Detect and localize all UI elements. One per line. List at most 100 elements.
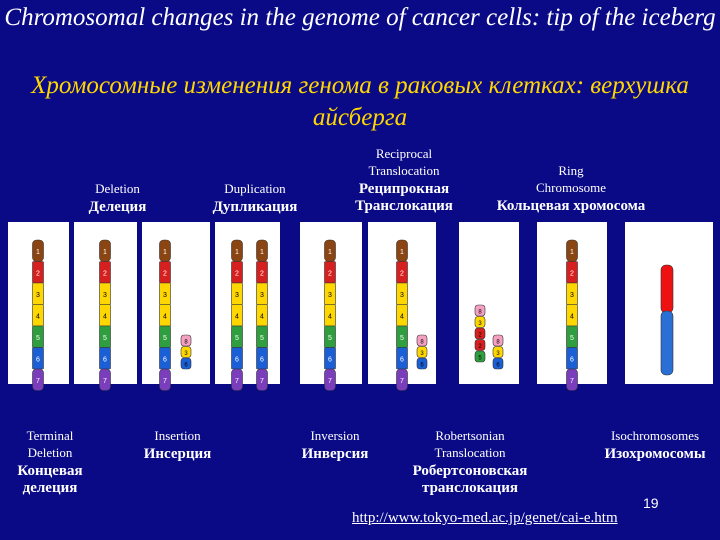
band-number: 1 (36, 249, 40, 256)
source-link[interactable]: http://www.tokyo-med.ac.jp/genet/cai-e.h… (352, 510, 618, 526)
band-number: 3 (400, 292, 404, 299)
band-number: 4 (235, 313, 239, 320)
label-deletion: Deletion Делеция (70, 180, 165, 216)
band-number: 6 (184, 363, 188, 369)
chromosome-band (566, 368, 578, 391)
chromosome-inversion: 1 2 3 4 5 6 7 (324, 239, 336, 391)
band-number: 3 (184, 351, 188, 357)
band-number: 1 (328, 249, 332, 256)
band-number: 3 (36, 292, 40, 299)
band-number: 2 (478, 344, 482, 350)
chromosome-band (416, 346, 428, 358)
isochromosome-arm-red (660, 264, 674, 314)
band-number: 8 (478, 310, 482, 316)
chromosome-terminal-deletion: 1 2 3 4 5 6 7 (32, 239, 44, 391)
label-en: Duplication (224, 181, 286, 196)
label-ru: Инсерция (143, 446, 212, 462)
band-number: 6 (235, 356, 239, 363)
band-number: 4 (36, 313, 40, 320)
chromosome-band (492, 357, 504, 370)
label-ring-chromosome: Ring Chromosome Кольцевая хромосома (486, 162, 656, 215)
band-number: 1 (400, 249, 404, 256)
chromosome-band (324, 368, 336, 391)
band-number: 2 (478, 333, 482, 339)
label-ru: Делеция (88, 199, 147, 215)
isochromosome-arm-blue (660, 310, 674, 376)
band-number: 5 (36, 335, 40, 342)
chromosome-band (231, 368, 243, 391)
page-number: 19 (643, 495, 659, 511)
band-number: 5 (478, 356, 482, 362)
band-number: 7 (235, 378, 239, 385)
title-russian: Хромосомные изменения генома в раковых к… (31, 72, 689, 131)
band-number: 2 (260, 270, 264, 277)
label-terminal-deletion: Terminal Deletion Концевая делеция (5, 427, 95, 497)
band-number: 5 (570, 335, 574, 342)
label-robertsonian-translocation: Robertsonian Translocation Робертсоновск… (400, 427, 540, 497)
band-number: 3 (328, 292, 332, 299)
chromosome-band (180, 334, 192, 347)
label-en: Deletion (95, 181, 140, 196)
chromosome-insertion-normal: 1 2 3 4 5 6 7 (159, 239, 171, 391)
band-number: 3 (235, 292, 239, 299)
label-reciprocal-translocation: Reciprocal Translocation Реципрокная Тра… (344, 145, 464, 215)
band-number: 4 (103, 313, 107, 320)
band-number: 5 (260, 335, 264, 342)
band-number: 6 (496, 363, 500, 369)
label-ru: Робертсоновская транслокация (412, 463, 528, 496)
band-number: 8 (496, 340, 500, 346)
band-number: 5 (103, 335, 107, 342)
band-number: 5 (235, 335, 239, 342)
band-number: 6 (420, 363, 424, 369)
band-number: 3 (103, 292, 107, 299)
chromosome-band (396, 368, 408, 391)
band-number: 5 (163, 335, 167, 342)
band-number: 7 (570, 378, 574, 385)
label-inversion: Inversion Инверсия (290, 427, 380, 463)
chromosome-band (416, 357, 428, 370)
band-number: 3 (163, 292, 167, 299)
label-en: Ring Chromosome (535, 163, 607, 195)
band-number: 1 (163, 249, 167, 256)
band-number: 1 (103, 249, 107, 256)
chromosome-band (180, 346, 192, 358)
band-number: 6 (103, 356, 107, 363)
band-number: 1 (235, 249, 239, 256)
chromosome-reciprocal-a: 1 2 3 4 5 6 7 (396, 239, 408, 391)
chromosome-robertsonian-b: 8 3 6 (492, 334, 504, 370)
chromosome-duplication-a: 1 2 3 4 5 6 7 (231, 239, 243, 391)
label-ru: Дупликация (212, 199, 298, 215)
label-ru: Инверсия (301, 446, 369, 462)
band-number: 6 (328, 356, 332, 363)
label-en: Terminal Deletion (26, 428, 74, 460)
band-number: 2 (328, 270, 332, 277)
chromosome-robertsonian-a: 8 3 2 2 5 (474, 304, 486, 363)
band-number: 2 (400, 270, 404, 277)
label-en: Robertsonian Translocation (434, 428, 506, 460)
label-en: Isochromosomes (610, 428, 700, 443)
label-duplication: Duplication Дупликация (200, 180, 310, 216)
chromosome-insertion-small: 8 3 6 (180, 334, 192, 370)
band-number: 3 (260, 292, 264, 299)
label-en: Inversion (310, 428, 360, 443)
label-isochromosomes: Isochromosomes Изохромосомы (590, 427, 720, 463)
band-number: 5 (400, 335, 404, 342)
panel-insertion (142, 222, 210, 384)
band-number: 3 (478, 321, 482, 327)
band-number: 6 (36, 356, 40, 363)
band-number: 5 (328, 335, 332, 342)
band-number: 6 (260, 356, 264, 363)
label-ru: Реципрокная Транслокация (355, 181, 453, 214)
label-ru: Изохромосомы (604, 446, 706, 462)
band-number: 2 (103, 270, 107, 277)
chromosome-band (474, 327, 486, 340)
label-en: Insertion (154, 428, 201, 443)
panel-duplication (215, 222, 280, 384)
band-number: 7 (400, 378, 404, 385)
chromosome-band (256, 368, 268, 391)
chromosome-duplication-b: 1 2 3 4 5 6 7 (256, 239, 268, 391)
title-english: Chromosomal changes in the genome of can… (4, 4, 716, 31)
band-number: 2 (163, 270, 167, 277)
band-number: 6 (163, 356, 167, 363)
